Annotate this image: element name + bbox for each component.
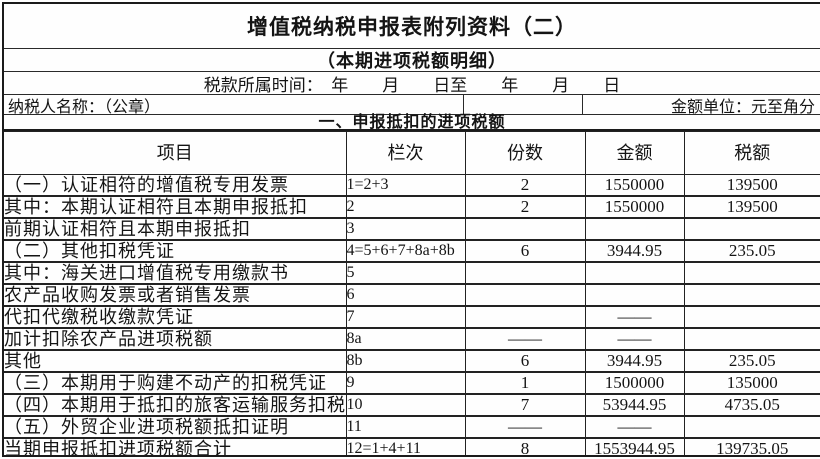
tax-cell: [683, 327, 820, 351]
column-no-cell: 5: [345, 261, 466, 285]
tax-period-text: 税款所属时间： 年 月 日至 年 月 日: [203, 75, 621, 95]
item-cell: 其中：海关进口增值税专用缴款书: [4, 261, 347, 285]
amount-cell: 1500000: [584, 371, 685, 395]
column-no-cell: 8b: [345, 349, 466, 373]
tax-cell: 139500: [683, 195, 820, 219]
amount-cell: 53944.95: [584, 393, 685, 417]
tax-cell: 235.05: [683, 349, 820, 373]
tax-cell: [683, 217, 820, 241]
item-cell: 加计扣除农产品进项税额: [4, 327, 347, 351]
column-no-cell: 8a: [345, 327, 466, 351]
table-row: （三）本期用于购建不动产的扣税凭证 9 1 1500000 135000: [4, 371, 820, 395]
header-count: 份数: [464, 131, 586, 175]
table-row: 其中：本期认证相符且本期申报抵扣 2 2 1550000 139500: [4, 195, 820, 219]
amount-cell: ——: [584, 327, 685, 351]
count-cell: [464, 217, 586, 241]
count-cell: 2: [464, 195, 586, 219]
column-no-cell: 10: [345, 393, 466, 417]
item-cell: 当期申报抵扣进项税额合计: [4, 437, 347, 455]
column-no-cell: 9: [345, 371, 466, 395]
tax-cell: 4735.05: [683, 393, 820, 417]
header-column-no: 栏次: [345, 131, 466, 175]
item-cell: 前期认证相符且本期申报抵扣: [4, 217, 347, 241]
tax-period-row: 税款所属时间： 年 月 日至 年 月 日: [4, 72, 820, 95]
header-tax: 税额: [683, 131, 820, 175]
amount-cell: ——: [584, 305, 685, 329]
column-no-cell: 6: [345, 283, 466, 307]
column-no-cell: 1=2+3: [345, 174, 466, 197]
amount-unit-label: 金额单位：元至角分: [670, 98, 815, 116]
item-cell: 农产品收购发票或者销售发票: [4, 283, 347, 307]
table-row: （五）外贸企业进项税额抵扣证明 11 —— ——: [4, 415, 820, 439]
form-subtitle-band: （本期进项税额明细）: [4, 49, 820, 72]
tax-cell: [683, 305, 820, 329]
table-row: （四）本期用于抵扣的旅客运输服务扣税凭证 10 7 53944.95 4735.…: [4, 393, 820, 417]
column-no-cell: 3: [345, 217, 466, 241]
tax-cell: 139735.05: [683, 437, 820, 455]
amount-cell: 3944.95: [584, 349, 685, 373]
table-row: 农产品收购发票或者销售发票 6: [4, 283, 820, 307]
table-row: （一）认证相符的增值税专用发票 1=2+3 2 1550000 139500: [4, 174, 820, 197]
column-no-cell: 7: [345, 305, 466, 329]
table-row: 其中：海关进口增值税专用缴款书 5: [4, 261, 820, 285]
item-cell: （三）本期用于购建不动产的扣税凭证: [4, 371, 347, 395]
form-title: 增值税纳税申报表附列资料（二）: [247, 15, 577, 39]
count-cell: [464, 305, 586, 329]
taxpayer-empty-cell: [463, 95, 583, 114]
count-cell: ——: [464, 415, 586, 439]
item-cell: 其他: [4, 349, 347, 373]
header-amount: 金额: [584, 131, 685, 175]
taxpayer-name-label: 纳税人名称：（公章）: [8, 98, 161, 116]
form-subtitle: （本期进项税额明细）: [317, 51, 507, 71]
count-cell: 7: [464, 393, 586, 417]
item-cell: 代扣代缴税收缴款凭证: [4, 305, 347, 329]
amount-cell: 1550000: [584, 174, 685, 197]
tax-cell: [683, 283, 820, 307]
table-row: 其他 8b 6 3944.95 235.05: [4, 349, 820, 373]
count-cell: 1: [464, 371, 586, 395]
tax-cell: 139500: [683, 174, 820, 197]
form-title-band: 增值税纳税申报表附列资料（二）: [4, 4, 820, 49]
header-item: 项目: [4, 131, 347, 175]
amount-cell: [584, 261, 685, 285]
count-cell: [464, 283, 586, 307]
item-cell: （二）其他扣税凭证: [4, 239, 347, 263]
table-header-row: 项目 栏次 份数 金额 税额: [4, 131, 820, 175]
section-header: 一、申报抵扣的进项税额: [4, 114, 820, 131]
column-no-cell: 4=5+6+7+8a+8b: [345, 239, 466, 263]
amount-cell: ——: [584, 415, 685, 439]
amount-cell: [584, 283, 685, 307]
item-cell: 其中：本期认证相符且本期申报抵扣: [4, 195, 347, 219]
column-no-cell: 11: [345, 415, 466, 439]
amount-cell: [584, 217, 685, 241]
amount-cell: 3944.95: [584, 239, 685, 263]
count-cell: 6: [464, 239, 586, 263]
tax-cell: [683, 261, 820, 285]
amount-cell: 1553944.95: [584, 437, 685, 455]
item-cell: （一）认证相符的增值税专用发票: [4, 174, 347, 197]
table-row-total: 当期申报抵扣进项税额合计 12=1+4+11 8 1553944.95 1397…: [4, 437, 820, 455]
input-tax-table: 项目 栏次 份数 金额 税额 （一）认证相符的增值税专用发票 1=2+3 2 1…: [4, 131, 820, 455]
count-cell: 6: [464, 349, 586, 373]
column-no-cell: 12=1+4+11: [345, 437, 466, 455]
count-cell: ——: [464, 327, 586, 351]
column-no-cell: 2: [345, 195, 466, 219]
table-row: 前期认证相符且本期申报抵扣 3: [4, 217, 820, 241]
tax-cell: 235.05: [683, 239, 820, 263]
tax-cell: [683, 415, 820, 439]
taxpayer-row: 纳税人名称：（公章） 金额单位：元至角分: [4, 95, 820, 116]
count-cell: 8: [464, 437, 586, 455]
table-row: 代扣代缴税收缴款凭证 7 ——: [4, 305, 820, 329]
table-row: 加计扣除农产品进项税额 8a —— ——: [4, 327, 820, 351]
count-cell: [464, 261, 586, 285]
item-cell: （四）本期用于抵扣的旅客运输服务扣税凭证: [4, 393, 347, 417]
amount-cell: 1550000: [584, 195, 685, 219]
item-cell: （五）外贸企业进项税额抵扣证明: [4, 415, 347, 439]
count-cell: 2: [464, 174, 586, 197]
table-row: （二）其他扣税凭证 4=5+6+7+8a+8b 6 3944.95 235.05: [4, 239, 820, 263]
tax-cell: 135000: [683, 371, 820, 395]
